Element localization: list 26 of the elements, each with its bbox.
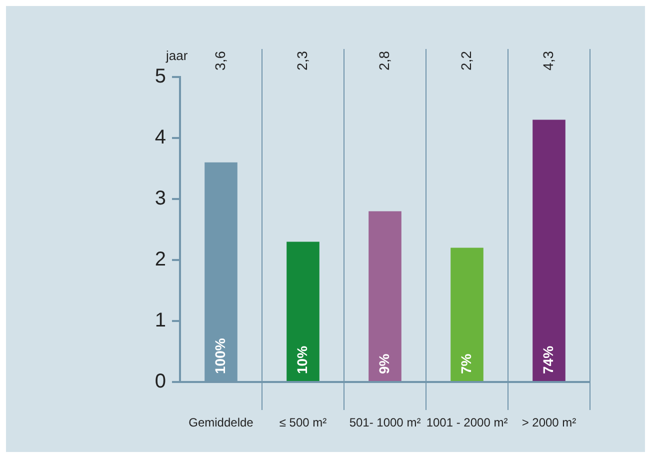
y-tick-label: 0 (154, 370, 166, 393)
bar (532, 120, 566, 381)
y-axis-title: jaar (165, 48, 188, 64)
annotation: 9% (376, 353, 392, 374)
x-tick-label: 1001 - 2000 m² (426, 416, 508, 430)
annotation: 10% (294, 345, 310, 374)
bar (450, 248, 484, 381)
annotation: 100% (212, 338, 228, 374)
y-tick-label: 5 (154, 66, 166, 88)
text: 2,3 (294, 50, 310, 70)
y-tick-label: 2 (154, 248, 166, 271)
annotation: 7% (458, 353, 474, 374)
x-tick-label: 501- 1000 m² (349, 416, 421, 430)
text: 4,3 (540, 50, 556, 70)
text: 2,8 (376, 50, 392, 70)
y-tick-label: 1 (154, 310, 166, 332)
x-tick-label: Gemiddelde (188, 416, 254, 430)
x-tick-label: > 2000 m² (522, 416, 576, 430)
text: 3,6 (212, 50, 228, 70)
y-tick-label: 4 (154, 126, 166, 149)
bar (286, 242, 320, 381)
x-tick-label: ≤ 500 m² (279, 416, 327, 430)
bar (368, 211, 402, 381)
annotation: 74% (540, 345, 556, 374)
y-tick-label: 3 (154, 188, 166, 210)
text: 2,2 (458, 50, 474, 70)
